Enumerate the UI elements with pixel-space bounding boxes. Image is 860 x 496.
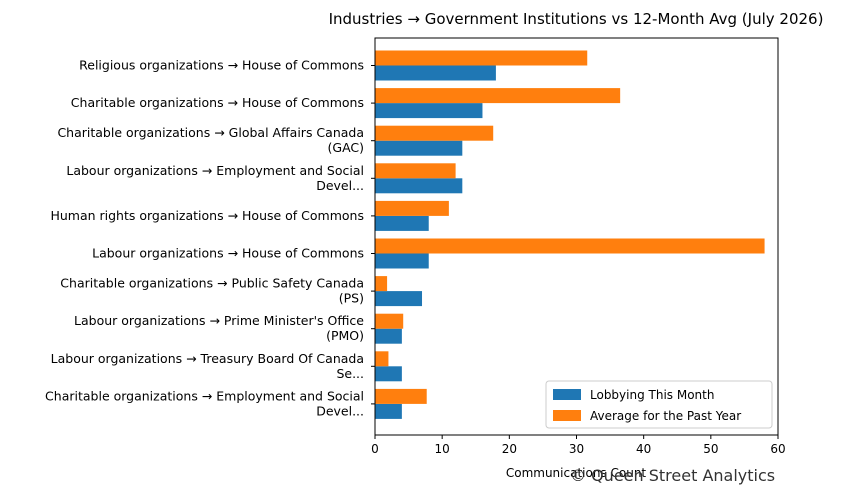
bar-past-year-average xyxy=(375,125,494,141)
bar-past-year-average xyxy=(375,313,404,329)
watermark: © Queen Street Analytics xyxy=(570,466,776,485)
bar-past-year-average xyxy=(375,88,621,104)
y-tick-label: Charitable organizations → Public Safety… xyxy=(60,276,364,306)
x-tick-label: 0 xyxy=(371,442,379,456)
x-tick-label: 40 xyxy=(636,442,651,456)
bar-this-month xyxy=(375,253,429,269)
bar-past-year-average xyxy=(375,200,449,216)
bar-this-month xyxy=(375,366,402,382)
bar-this-month xyxy=(375,65,496,81)
y-tick-label: Charitable organizations → Global Affair… xyxy=(57,125,364,155)
x-tick-label: 30 xyxy=(569,442,584,456)
bar-this-month xyxy=(375,178,463,194)
x-axis-label: Communications Count xyxy=(506,466,647,480)
x-tick-label: 20 xyxy=(502,442,517,456)
bar-this-month xyxy=(375,291,423,307)
legend: Lobbying This Month Average for the Past… xyxy=(545,380,773,429)
y-tick-labels: Religious organizations → House of Commo… xyxy=(45,58,375,418)
bar-past-year-average xyxy=(375,238,765,254)
y-tick-label: Labour organizations → Treasury Board Of… xyxy=(51,351,364,381)
bar-this-month xyxy=(375,103,483,119)
y-tick-label: Labour organizations → Prime Minister's … xyxy=(74,313,364,343)
bar-this-month xyxy=(375,403,402,419)
bar-past-year-average xyxy=(375,163,456,179)
y-tick-label: Labour organizations → Employment and So… xyxy=(66,163,364,193)
bar-this-month xyxy=(375,328,402,344)
x-tick-label: 10 xyxy=(435,442,450,456)
legend-swatch-past-year xyxy=(553,410,581,421)
bar-past-year-average xyxy=(375,351,389,367)
legend-label-past-year: Average for the Past Year xyxy=(590,409,741,423)
plot-frame xyxy=(374,37,779,436)
x-tick-labels: 0 10 20 30 40 50 60 xyxy=(371,435,786,456)
bar-past-year-average xyxy=(375,388,427,404)
y-tick-label: Human rights organizations → House of Co… xyxy=(50,208,364,223)
chart-title: Industries → Government Institutions vs … xyxy=(329,10,824,28)
legend-label-this-month: Lobbying This Month xyxy=(590,388,714,402)
bars-group xyxy=(375,50,765,419)
legend-box xyxy=(545,380,773,429)
bar-past-year-average xyxy=(375,276,388,292)
y-tick-label: Charitable organizations → Employment an… xyxy=(45,388,364,418)
bar-past-year-average xyxy=(375,50,588,66)
y-tick-label: Labour organizations → House of Commons xyxy=(92,246,364,261)
y-tick-label: Charitable organizations → House of Comm… xyxy=(71,95,364,110)
legend-swatch-this-month xyxy=(553,389,581,400)
x-tick-label: 50 xyxy=(703,442,718,456)
y-tick-label: Religious organizations → House of Commo… xyxy=(79,58,364,73)
bar-this-month xyxy=(375,140,463,156)
bar-this-month xyxy=(375,215,429,231)
x-tick-label: 60 xyxy=(770,442,785,456)
